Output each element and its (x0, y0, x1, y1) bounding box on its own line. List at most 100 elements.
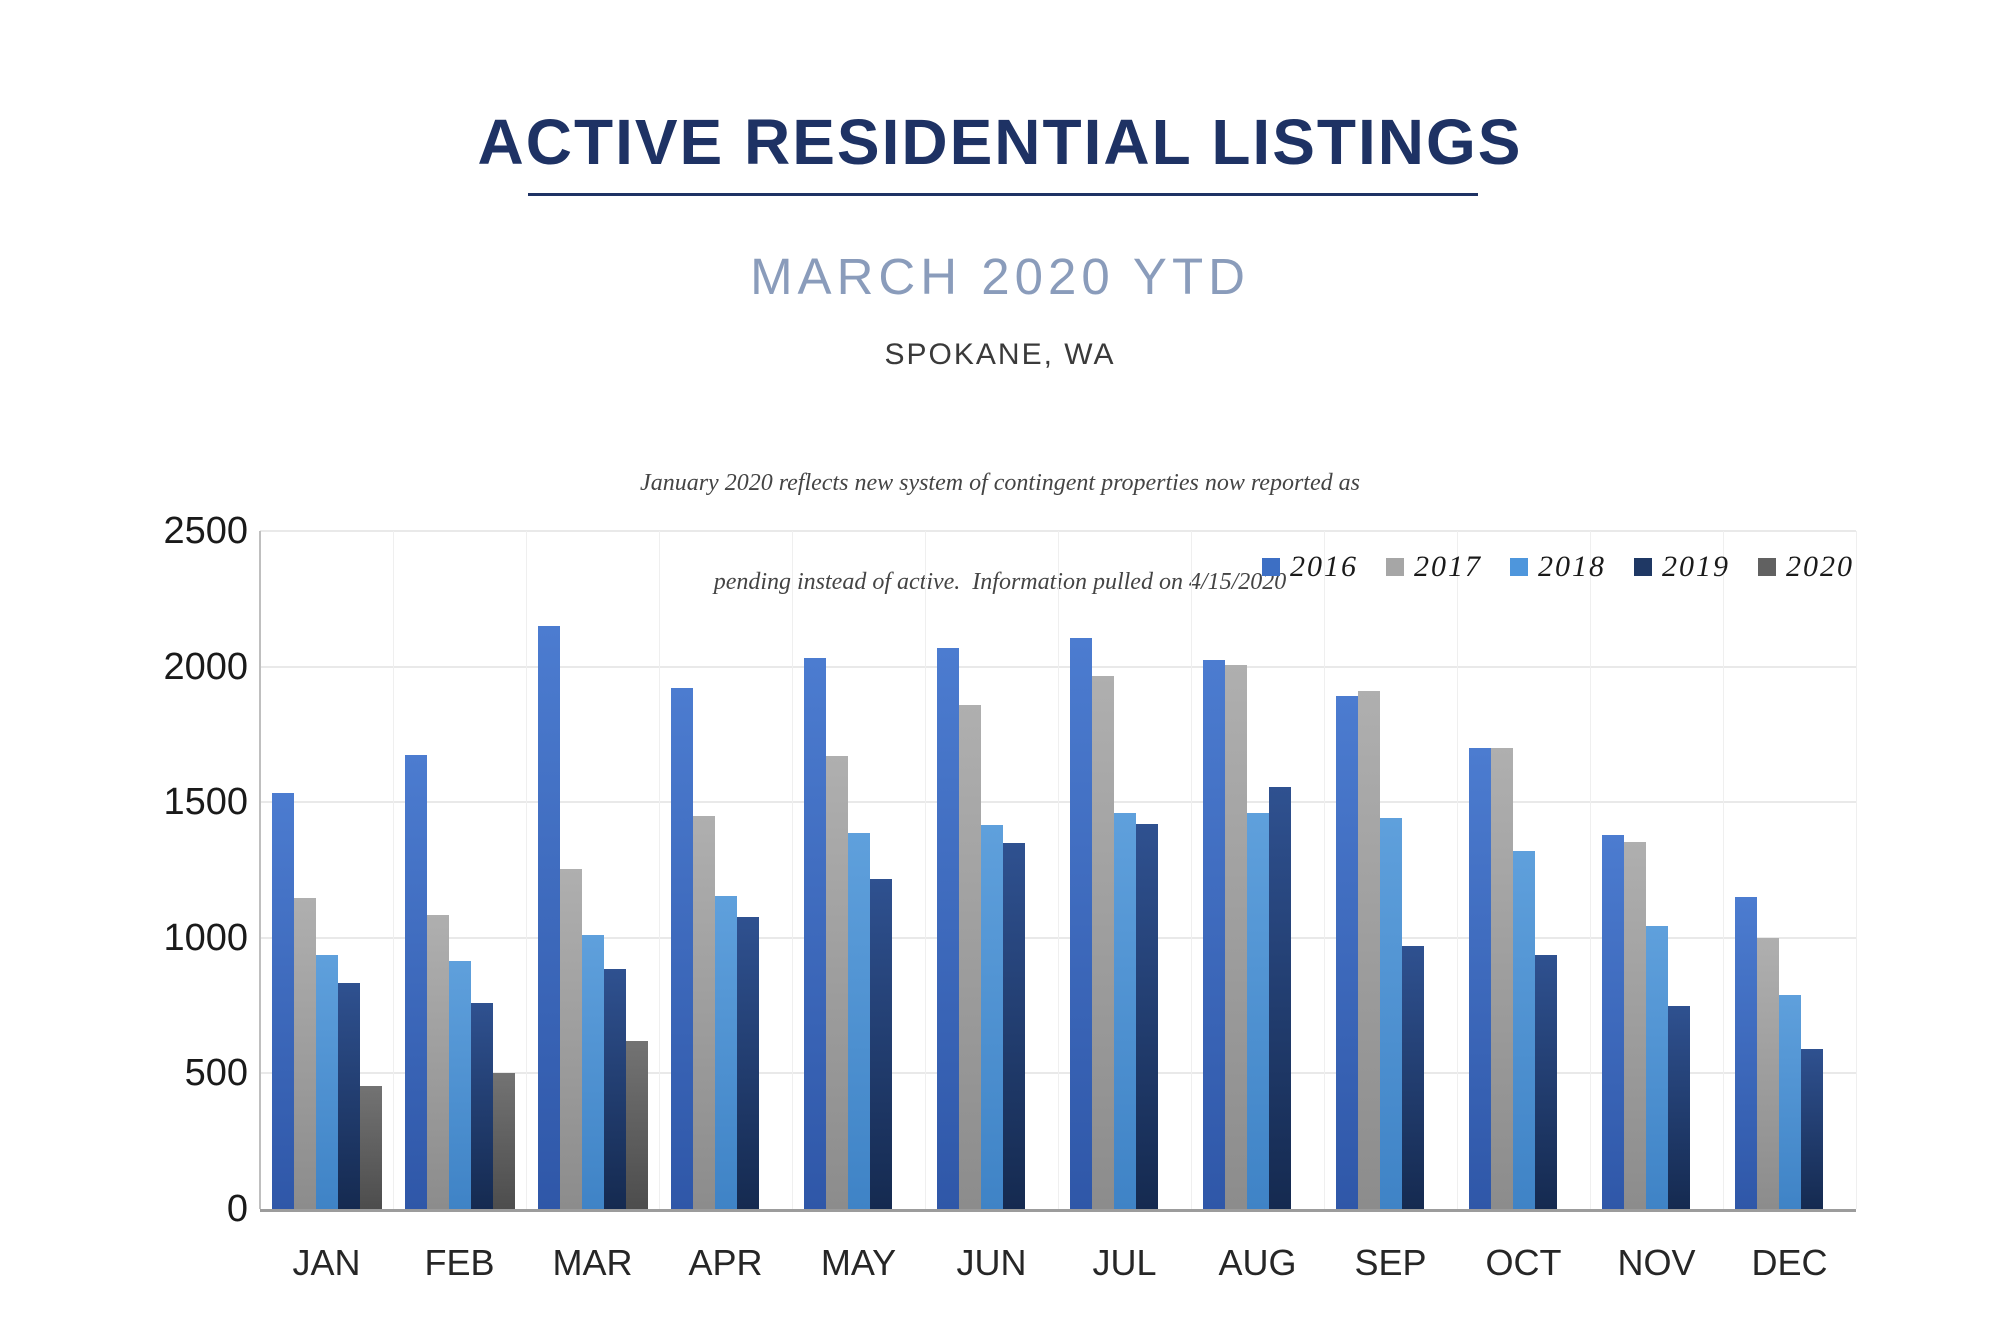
legend-label: 2018 (1538, 550, 1606, 583)
x-gridline (1058, 531, 1059, 1209)
legend-swatch-icon (1634, 558, 1652, 576)
bar-2016-NOV (1601, 834, 1624, 1209)
x-gridline (1723, 531, 1724, 1209)
bar-2019-JAN (337, 982, 360, 1209)
x-axis-month-label: DEC (1751, 1242, 1828, 1283)
y-axis-tick-label: 0 (226, 1188, 248, 1230)
x-gridline (1856, 531, 1857, 1209)
x-gridline (393, 531, 394, 1209)
bar-2018-JUN (980, 825, 1003, 1209)
bar-2016-DEC (1734, 897, 1757, 1209)
bar-2017-MAR (559, 868, 582, 1209)
bar-2019-SEP (1401, 945, 1424, 1209)
bar-2016-MAR (537, 625, 560, 1209)
bar-2018-JAN (315, 955, 338, 1209)
bar-2017-OCT (1490, 747, 1513, 1209)
bar-2019-JUN (1002, 842, 1025, 1209)
footnote-line-1: January 2020 reflects new system of cont… (640, 470, 1360, 496)
bar-2019-NOV (1667, 1005, 1690, 1209)
y-axis-tick-label: 1500 (163, 781, 248, 824)
bar-2017-NOV (1623, 841, 1646, 1209)
x-axis-month-label: AUG (1218, 1242, 1297, 1283)
bar-2018-AUG (1246, 813, 1269, 1209)
x-axis-month-label: SEP (1354, 1242, 1427, 1283)
legend-item-2019: 2019 (1634, 552, 1730, 582)
bar-2018-APR (714, 895, 737, 1209)
bar-2018-SEP (1379, 818, 1402, 1209)
bar-2018-OCT (1512, 851, 1535, 1209)
bar-2018-MAY (847, 833, 870, 1209)
x-axis-month-label: JUL (1092, 1242, 1157, 1283)
bar-2019-OCT (1534, 955, 1557, 1209)
x-gridline (1457, 531, 1458, 1209)
x-axis-month-label: MAY (820, 1242, 897, 1283)
bar-2018-FEB (448, 960, 471, 1209)
bar-2019-MAR (603, 968, 626, 1209)
x-gridline (526, 531, 527, 1209)
bar-2016-AUG (1202, 659, 1225, 1209)
legend-swatch-icon (1262, 558, 1280, 576)
bar-2017-JUN (958, 704, 981, 1209)
bar-2018-JUL (1113, 813, 1136, 1209)
bar-2017-JAN (293, 898, 316, 1209)
bar-2020-FEB (492, 1073, 515, 1209)
bar-2017-DEC (1756, 937, 1779, 1209)
bar-2019-MAY (869, 879, 892, 1209)
x-axis-month-label: FEB (424, 1242, 495, 1283)
legend-item-2020: 2020 (1758, 552, 1854, 582)
bar-2019-AUG (1268, 787, 1291, 1209)
bar-2016-MAY (803, 658, 826, 1209)
bar-2016-JAN (271, 792, 294, 1209)
title-underline (528, 193, 1478, 196)
legend-swatch-icon (1510, 558, 1528, 576)
bar-2019-APR (736, 917, 759, 1209)
legend-label: 2020 (1786, 550, 1854, 583)
bar-2019-FEB (470, 1002, 493, 1209)
x-axis-month-label: OCT (1485, 1242, 1562, 1283)
bar-2019-JUL (1135, 823, 1158, 1209)
x-gridline (659, 531, 660, 1209)
footnote-line-2: pending instead of active. Information p… (713, 569, 1287, 595)
bar-2020-JAN (359, 1085, 382, 1209)
x-axis-month-label: JUN (956, 1242, 1027, 1283)
bar-2017-JUL (1091, 676, 1114, 1209)
legend-label: 2019 (1662, 550, 1730, 583)
x-axis-line (260, 1209, 1856, 1212)
x-gridline (1590, 531, 1591, 1209)
legend-item-2018: 2018 (1510, 552, 1606, 582)
y-axis-tick-label: 1000 (163, 916, 248, 959)
x-gridline (1324, 531, 1325, 1209)
page-title: ACTIVE RESIDENTIAL LISTINGS (477, 106, 1523, 178)
location-label: SPOKANE, WA (884, 338, 1116, 371)
bar-2019-DEC (1800, 1048, 1823, 1209)
bar-2018-DEC (1778, 994, 1801, 1209)
bar-2017-APR (692, 815, 715, 1209)
legend-swatch-icon (1386, 558, 1404, 576)
legend-label: 2016 (1290, 550, 1358, 583)
bar-2016-FEB (404, 754, 427, 1209)
x-axis-month-label: APR (688, 1242, 763, 1283)
bar-2020-MAR (625, 1040, 648, 1209)
bar-2016-SEP (1335, 696, 1358, 1209)
x-gridline (792, 531, 793, 1209)
x-gridline (925, 531, 926, 1209)
bar-2016-JUN (936, 647, 959, 1209)
x-gridline (1191, 531, 1192, 1209)
bar-2018-NOV (1645, 925, 1668, 1209)
legend-item-2016: 2016 (1262, 552, 1358, 582)
bar-2017-FEB (426, 914, 449, 1209)
y-axis-tick-label: 500 (184, 1052, 248, 1095)
bar-2018-MAR (581, 935, 604, 1209)
legend-swatch-icon (1758, 558, 1776, 576)
footnote: January 2020 reflects new system of cont… (0, 401, 2000, 665)
y-axis-tick-label: 2000 (163, 645, 248, 688)
y-axis-line (259, 531, 261, 1209)
y-axis-tick-label: 2500 (163, 510, 248, 552)
bar-2016-APR (670, 688, 693, 1209)
x-axis-month-label: MAR (552, 1242, 633, 1283)
legend-item-2017: 2017 (1386, 552, 1482, 582)
chart-legend: 2016 2017 2018 2019 2020 (1262, 552, 1854, 582)
bar-2016-OCT (1468, 747, 1491, 1209)
bar-2017-AUG (1224, 665, 1247, 1209)
